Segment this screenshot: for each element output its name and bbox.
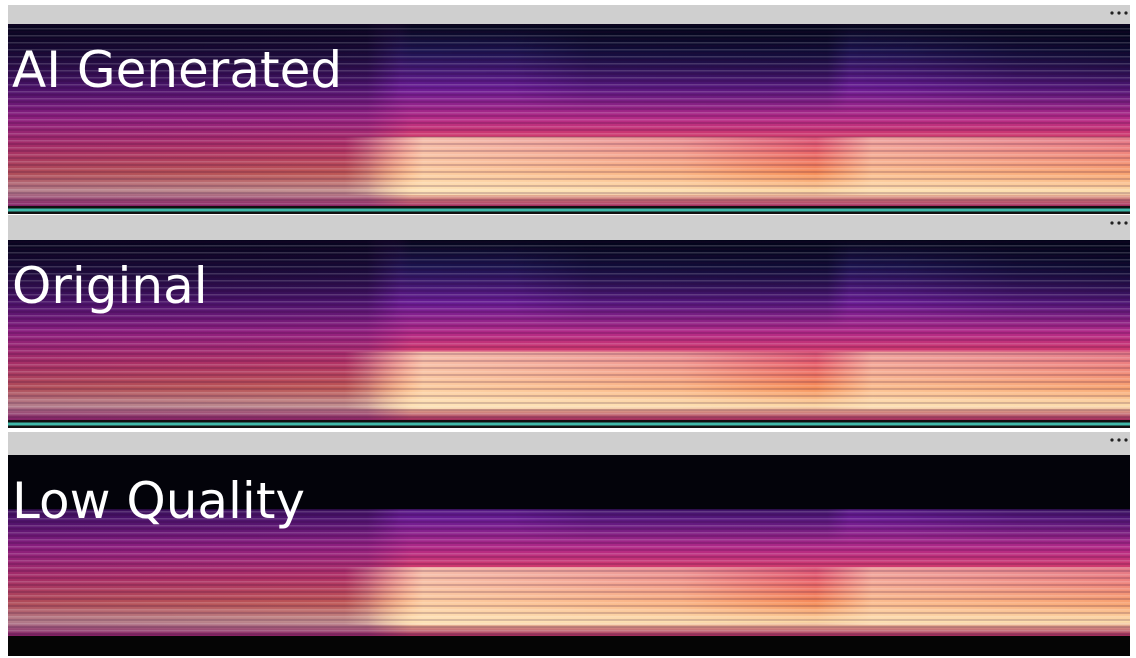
menu-dot: [1124, 221, 1128, 225]
spectrogram-streaks: [8, 240, 1130, 420]
track-header: [8, 5, 1130, 24]
menu-dot: [1117, 11, 1121, 15]
separator-line: [8, 422, 1130, 426]
track-label: Low Quality: [12, 472, 305, 530]
menu-dot: [1124, 11, 1128, 15]
menu-dot: [1110, 438, 1114, 442]
track-header: [8, 215, 1130, 240]
separator-line: [8, 208, 1130, 212]
menu-dot: [1110, 221, 1114, 225]
spectrogram-cutoff: [8, 455, 1130, 510]
menu-dot: [1110, 11, 1114, 15]
menu-dot: [1117, 221, 1121, 225]
track: Low Quality: [8, 432, 1130, 656]
spectrogram-streaks: [8, 24, 1130, 206]
track-header: [8, 432, 1130, 455]
menu-dot: [1117, 438, 1121, 442]
track: Original: [8, 215, 1130, 428]
track-label: Original: [12, 257, 208, 315]
track: AI Generated: [8, 5, 1130, 214]
track-label: AI Generated: [12, 41, 342, 99]
menu-dot: [1124, 438, 1128, 442]
separator: [8, 636, 1130, 656]
